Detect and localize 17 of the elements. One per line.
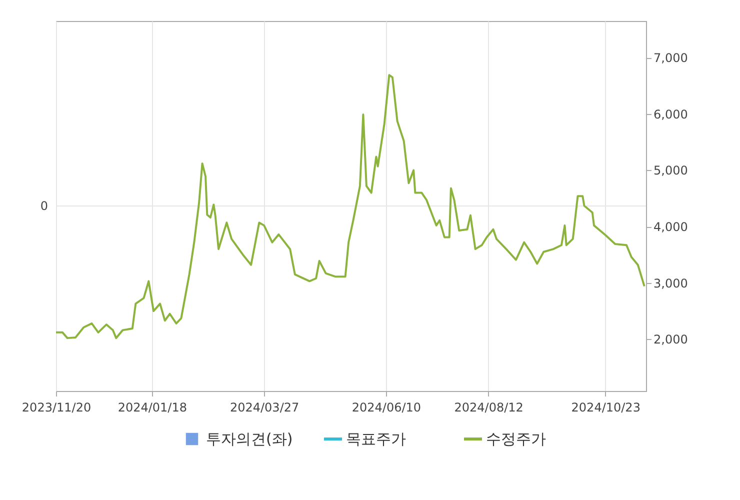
x-tick-label: 2024/06/10 xyxy=(352,400,422,414)
x-tick-label: 2024/08/12 xyxy=(454,400,524,414)
legend-label: 수정주가 xyxy=(486,430,546,448)
line-series xyxy=(55,74,646,340)
x-tick-label: 2023/11/20 xyxy=(22,400,92,414)
x-tick-label: 2024/01/18 xyxy=(118,400,187,414)
y2-tick-label: 5,000 xyxy=(654,164,688,178)
y2-tick-label: 2,000 xyxy=(654,332,688,347)
text: 0 xyxy=(40,199,48,213)
x-tick-label: 2024/03/27 xyxy=(230,400,300,414)
legend-label: 목표주가 xyxy=(346,430,406,448)
x-tick-label: 2024/10/23 xyxy=(571,400,640,414)
y2-tick-label: 7,000 xyxy=(654,51,688,66)
legend-label: 투자의견(좌) xyxy=(206,430,293,448)
y2-tick-label: 6,000 xyxy=(654,107,688,122)
y2-tick-label: 4,000 xyxy=(654,220,688,234)
y2-tick-label: 3,000 xyxy=(654,276,688,290)
